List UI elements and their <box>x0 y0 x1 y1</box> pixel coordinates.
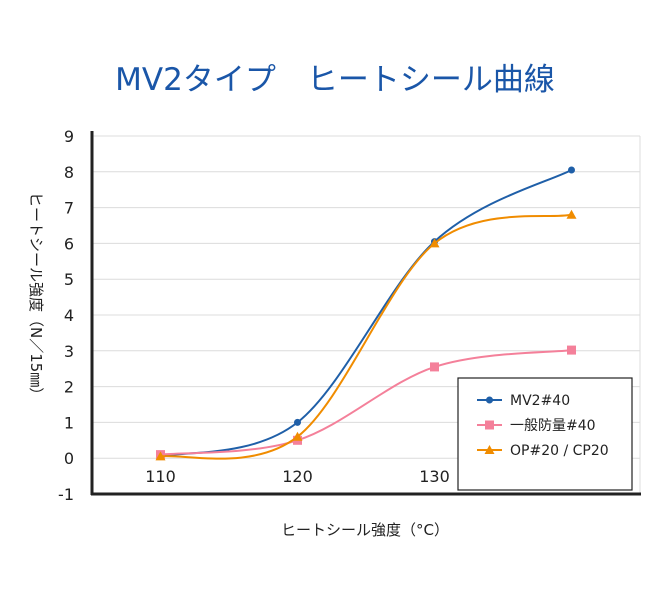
y-tick-label: 5 <box>64 270 74 289</box>
y-tick-label: 0 <box>64 449 74 468</box>
series-line-2 <box>160 213 572 460</box>
y-tick-label: 6 <box>64 234 74 253</box>
x-tick-label: 130 <box>419 467 450 486</box>
data-point <box>429 238 440 248</box>
y-tick-label: 7 <box>64 199 74 218</box>
legend-label: 一般防量#40 <box>510 418 596 434</box>
data-point <box>292 431 303 441</box>
data-point <box>568 166 575 174</box>
data-point <box>155 451 166 461</box>
legend-box <box>457 377 633 491</box>
y-tick-label: 8 <box>64 163 74 182</box>
data-point <box>566 209 577 219</box>
legend-label: OP#20 / CP20 <box>510 443 609 459</box>
y-tick-label: 4 <box>64 306 74 325</box>
data-point <box>485 420 494 430</box>
series-line-0 <box>160 169 572 458</box>
x-axis-label: ヒートシール強度（°C） <box>281 521 449 539</box>
y-tick-label: 1 <box>64 413 74 432</box>
data-point <box>486 396 493 404</box>
x-tick-label: 120 <box>282 467 313 486</box>
data-point <box>484 445 495 454</box>
y-tick-label: 3 <box>64 342 74 361</box>
data-point <box>294 418 301 426</box>
chart-title: MV2タイプ ヒートシール曲線 <box>115 62 555 98</box>
y-tick-label: 9 <box>64 127 74 146</box>
series-line-1 <box>160 349 572 456</box>
legend: MV2#40 一般防量#40 OP#20 / CP20 <box>457 377 633 491</box>
x-tick-label: 110 <box>145 467 176 486</box>
legend-label: MV2#40 <box>510 393 570 409</box>
y-tick-label: -1 <box>58 485 74 504</box>
data-point <box>567 345 576 355</box>
y-tick-label: 2 <box>64 378 74 397</box>
data-point <box>430 362 439 372</box>
y-axis-label: ヒートシール強度（N／15㎜） <box>27 192 45 402</box>
